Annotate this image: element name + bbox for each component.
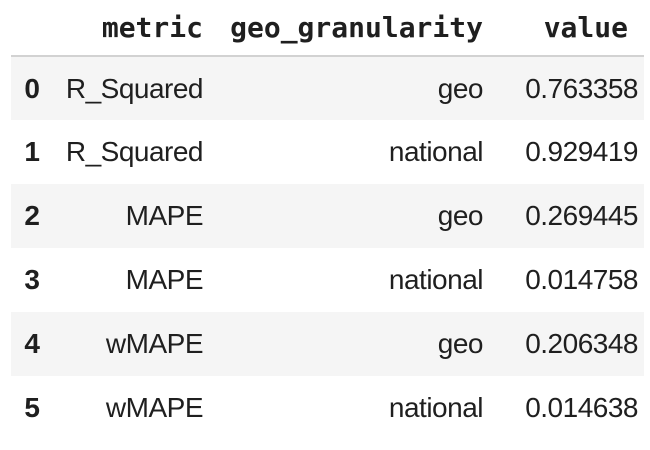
row-index: 1 — [24, 136, 40, 167]
row-index: 4 — [24, 328, 40, 359]
value-cell: 0.206348 — [525, 328, 638, 359]
geo-granularity-cell: geo — [437, 328, 484, 359]
geo-granularity-cell: national — [388, 392, 484, 423]
value-cell: 0.014758 — [525, 264, 638, 295]
metric-cell: wMAPE — [105, 392, 204, 423]
col-header-metric: metric — [56, 0, 209, 57]
table-row: 5 wMAPE national 0.014638 — [11, 376, 644, 440]
metric-cell: wMAPE — [105, 328, 204, 359]
table-row: 4 wMAPE geo 0.206348 — [11, 312, 644, 376]
dataframe-body: 0 R_Squared geo 0.763358 1 R_Squared nat… — [11, 56, 644, 440]
geo-granularity-cell: national — [388, 264, 484, 295]
geo-granularity-cell: geo — [437, 72, 484, 104]
header-row: metric geo_granularity value — [11, 0, 644, 57]
table-row: 2 MAPE geo 0.269445 — [11, 184, 644, 248]
metric-cell: MAPE — [125, 264, 204, 295]
col-header-value: value — [489, 0, 644, 57]
geo-granularity-cell: geo — [437, 200, 484, 231]
geo-granularity-cell: national — [388, 136, 484, 167]
row-index: 3 — [24, 264, 40, 295]
dataframe-header: metric geo_granularity value — [11, 0, 644, 57]
metric-cell: R_Squared — [65, 136, 204, 167]
metric-cell: MAPE — [125, 200, 204, 231]
row-index: 5 — [24, 392, 40, 423]
value-cell: 0.763358 — [525, 72, 638, 104]
row-index: 2 — [24, 200, 40, 231]
col-header-geo-granularity: geo_granularity — [209, 0, 489, 57]
table-row: 1 R_Squared national 0.929419 — [11, 120, 644, 184]
row-index: 0 — [24, 72, 40, 104]
table-row: 0 R_Squared geo 0.763358 — [11, 56, 644, 120]
col-header-index — [11, 0, 56, 57]
table-row: 3 MAPE national 0.014758 — [11, 248, 644, 312]
dataframe-table: metric geo_granularity value 0 R_Squared… — [11, 0, 644, 440]
value-cell: 0.929419 — [525, 136, 638, 167]
value-cell: 0.269445 — [525, 200, 638, 231]
metric-cell: R_Squared — [65, 72, 204, 104]
value-cell: 0.014638 — [525, 392, 638, 423]
